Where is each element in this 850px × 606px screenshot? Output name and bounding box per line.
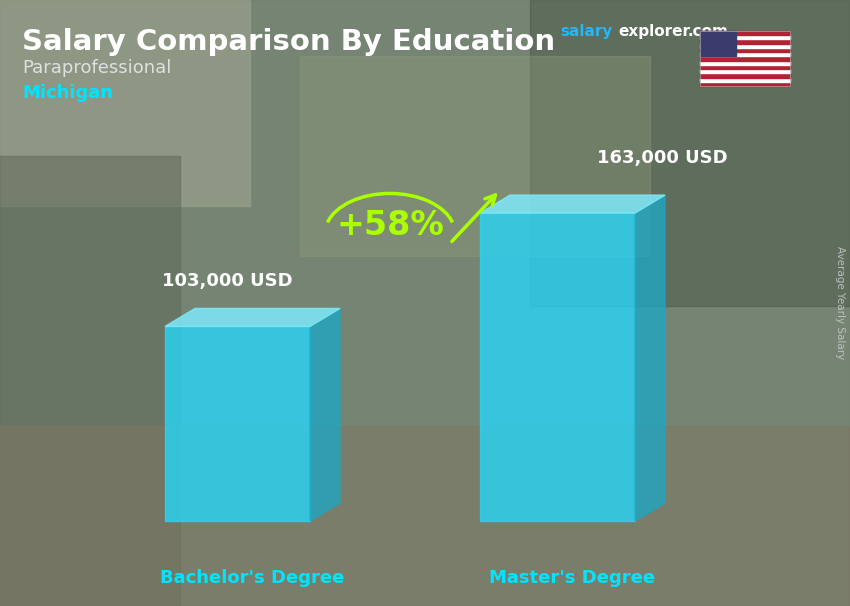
Text: 103,000 USD: 103,000 USD <box>162 273 292 290</box>
Bar <box>700 52 790 56</box>
Polygon shape <box>165 308 340 327</box>
Text: explorer: explorer <box>618 24 690 39</box>
Text: 163,000 USD: 163,000 USD <box>598 149 728 167</box>
Text: Bachelor's Degree: Bachelor's Degree <box>161 569 345 587</box>
Bar <box>0 426 850 606</box>
Bar <box>700 69 790 73</box>
Bar <box>300 56 650 256</box>
Bar <box>530 0 850 306</box>
Bar <box>700 39 790 44</box>
Bar <box>700 56 790 61</box>
Text: Paraprofessional: Paraprofessional <box>22 59 172 77</box>
Text: Salary Comparison By Education: Salary Comparison By Education <box>22 28 555 56</box>
Text: salary: salary <box>560 24 612 39</box>
Bar <box>0 156 180 606</box>
Polygon shape <box>635 195 665 521</box>
Bar <box>700 31 790 35</box>
Bar <box>700 65 790 69</box>
Text: .com: .com <box>688 24 728 39</box>
Bar <box>700 61 790 65</box>
Bar <box>700 44 790 48</box>
Bar <box>480 213 635 521</box>
Bar <box>700 31 736 56</box>
Bar <box>700 78 790 82</box>
Bar <box>700 35 790 39</box>
Polygon shape <box>480 195 665 213</box>
Bar <box>0 0 250 206</box>
Polygon shape <box>310 308 340 521</box>
Text: +58%: +58% <box>336 209 444 242</box>
Bar <box>165 327 310 521</box>
Text: Average Yearly Salary: Average Yearly Salary <box>835 247 845 359</box>
Bar <box>700 48 790 52</box>
Bar <box>700 73 790 78</box>
Text: Master's Degree: Master's Degree <box>490 569 655 587</box>
Bar <box>700 82 790 86</box>
Text: Michigan: Michigan <box>22 84 113 102</box>
Bar <box>700 31 790 86</box>
